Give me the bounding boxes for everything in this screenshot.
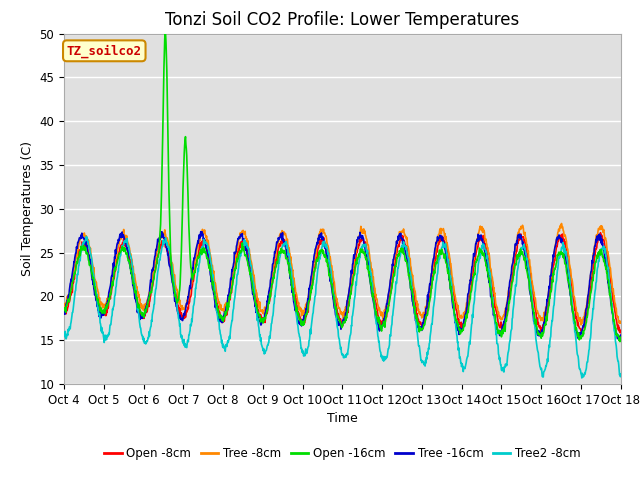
Text: TZ_soilco2: TZ_soilco2	[67, 44, 142, 58]
Title: Tonzi Soil CO2 Profile: Lower Temperatures: Tonzi Soil CO2 Profile: Lower Temperatur…	[165, 11, 520, 29]
Legend: Open -8cm, Tree -8cm, Open -16cm, Tree -16cm, Tree2 -8cm: Open -8cm, Tree -8cm, Open -16cm, Tree -…	[99, 443, 586, 465]
X-axis label: Time: Time	[327, 412, 358, 425]
Y-axis label: Soil Temperatures (C): Soil Temperatures (C)	[21, 141, 34, 276]
